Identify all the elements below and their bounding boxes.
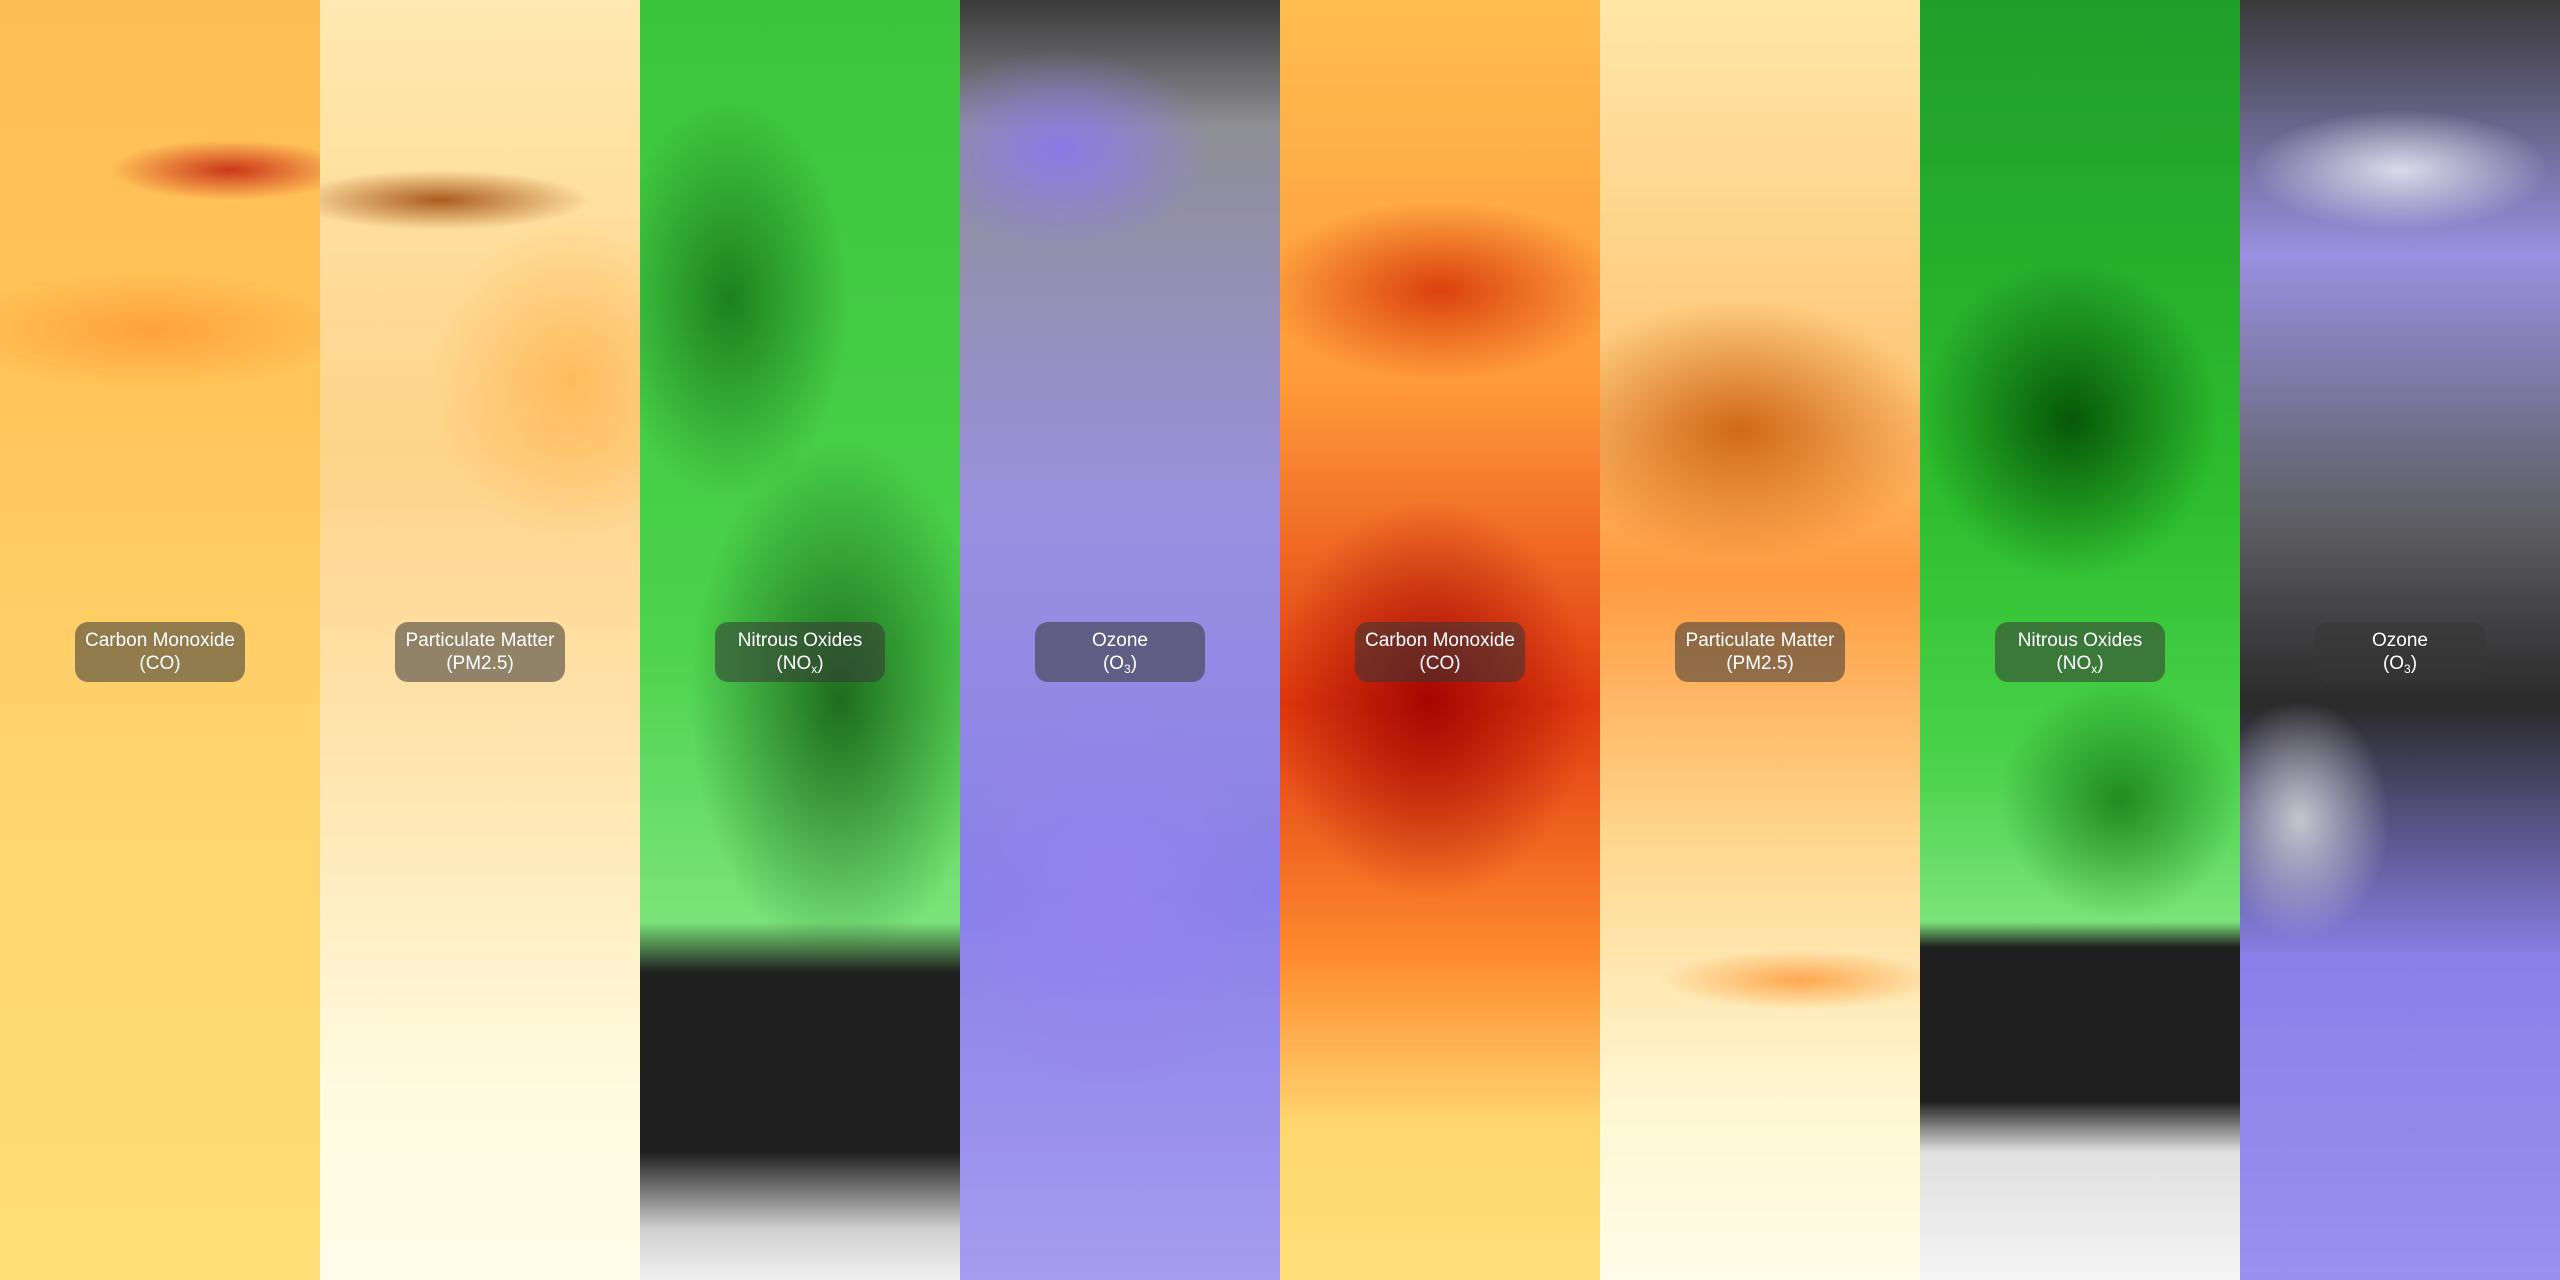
map-panel: Carbon Monoxide (CO) xyxy=(1280,0,1600,1280)
pollutant-name: Ozone xyxy=(1092,630,1148,651)
pollutant-formula: (PM2.5) xyxy=(446,652,514,675)
map-panel: Ozone (O3) xyxy=(2240,0,2560,1280)
pollutant-formula: (PM2.5) xyxy=(1726,652,1794,675)
pollutant-formula: (NOx) xyxy=(776,652,823,675)
pollutant-name: Particulate Matter xyxy=(405,630,555,651)
formula-subscript: 3 xyxy=(1124,662,1131,676)
formula-subscript: x xyxy=(2091,662,2098,676)
formula-text: (CO) xyxy=(1419,653,1461,674)
pollutant-name: Carbon Monoxide xyxy=(85,630,235,651)
map-panel: Nitrous Oxides (NOx) xyxy=(1920,0,2240,1280)
pollutant-name: Nitrous Oxides xyxy=(2017,630,2143,651)
panel-label: Carbon Monoxide (CO) xyxy=(1355,622,1525,682)
panel-label: Particulate Matter (PM2.5) xyxy=(1675,622,1845,682)
formula-text: (PM2.5) xyxy=(1726,653,1794,674)
panel-label: Nitrous Oxides (NOx) xyxy=(1995,622,2165,682)
formula-text: (NO xyxy=(2056,653,2092,674)
formula-text: (CO) xyxy=(139,653,181,674)
panel-label: Particulate Matter (PM2.5) xyxy=(395,622,565,682)
formula-text: (O xyxy=(2382,653,2405,674)
panel-label: Ozone (O3) xyxy=(2315,622,2485,682)
map-panel: Particulate Matter (PM2.5) xyxy=(320,0,640,1280)
formula-text: ) xyxy=(1130,653,1138,674)
map-panel: Nitrous Oxides (NOx) xyxy=(640,0,960,1280)
pollutant-name: Nitrous Oxides xyxy=(737,630,863,651)
pollutant-name: Particulate Matter xyxy=(1685,630,1835,651)
panel-label: Carbon Monoxide (CO) xyxy=(75,622,245,682)
pollutant-formula: (CO) xyxy=(1419,652,1460,675)
panel-label: Ozone (O3) xyxy=(1035,622,1205,682)
formula-text: ) xyxy=(2410,653,2418,674)
formula-subscript: x xyxy=(811,662,818,676)
panel-label: Nitrous Oxides (NOx) xyxy=(715,622,885,682)
pollutant-formula: (O3) xyxy=(2383,652,2417,675)
map-panel: Particulate Matter (PM2.5) xyxy=(1600,0,1920,1280)
formula-text: (O xyxy=(1102,653,1125,674)
map-panel: Carbon Monoxide (CO) xyxy=(0,0,320,1280)
pollutant-name: Carbon Monoxide xyxy=(1365,630,1515,651)
pollutant-name: Ozone xyxy=(2372,630,2428,651)
pollutant-formula: (NOx) xyxy=(2056,652,2103,675)
formula-subscript: 3 xyxy=(2404,662,2411,676)
formula-text: (PM2.5) xyxy=(446,653,514,674)
pollutant-formula: (CO) xyxy=(139,652,180,675)
formula-text: ) xyxy=(817,653,824,674)
pollutant-formula: (O3) xyxy=(1103,652,1137,675)
formula-text: (NO xyxy=(776,653,812,674)
formula-text: ) xyxy=(2097,653,2104,674)
map-panel: Ozone (O3) xyxy=(960,0,1280,1280)
